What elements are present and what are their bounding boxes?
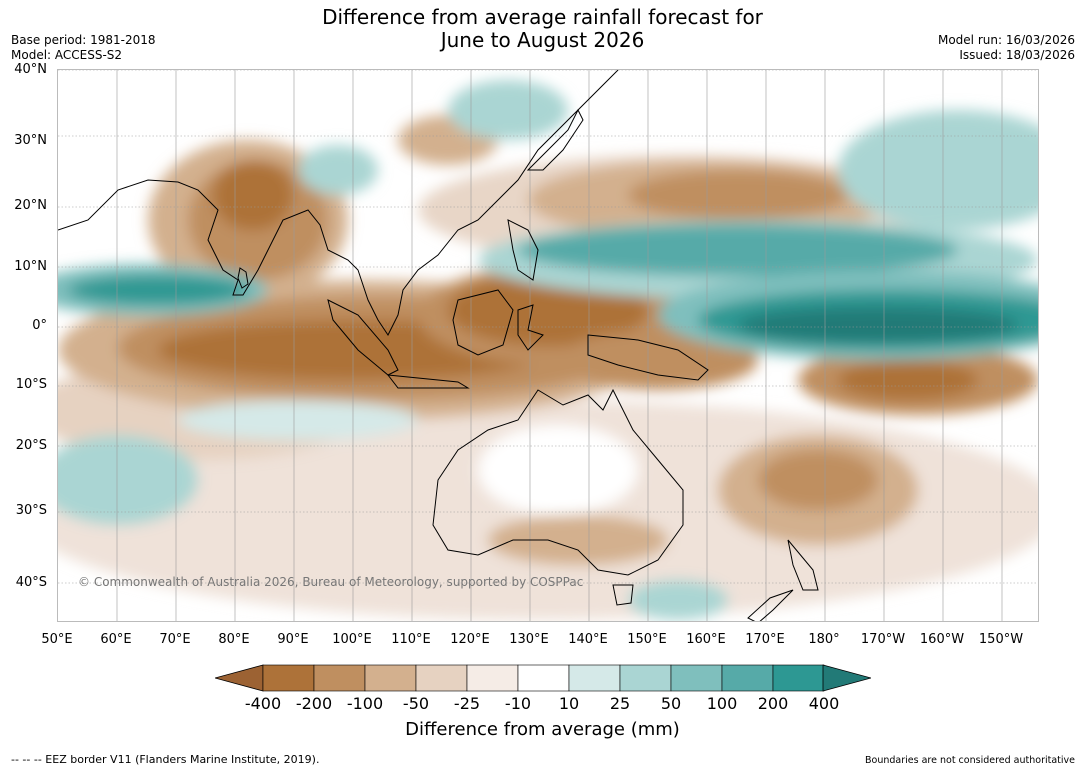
colorbar-cell: [721, 664, 774, 692]
lon-label-180: 180°: [808, 632, 840, 647]
graticule: [58, 70, 1038, 584]
map-canvas: © Commonwealth of Australia 2026, Bureau…: [58, 70, 1038, 621]
colorbar-cell: [466, 664, 519, 692]
rainfall-anomaly-shading: [58, 80, 1038, 620]
lon-label-170e: 170°E: [745, 632, 785, 647]
rainfall-anomaly-map: © Commonwealth of Australia 2026, Bureau…: [57, 69, 1039, 622]
lat-label-10s: 10°S: [15, 377, 47, 392]
lon-label-160w: 160°W: [919, 632, 965, 647]
colorbar-label: 200: [757, 694, 789, 713]
colorbar-cell: [415, 664, 468, 692]
colorbar-cell: [619, 664, 672, 692]
coastlines: [58, 70, 819, 621]
base-period-text: Base period: 1981-2018: [11, 33, 156, 47]
colorbar-label: -50: [402, 694, 430, 713]
eez-legend-text: -- -- -- EEZ border V11 (Flanders Marine…: [11, 753, 320, 766]
boundaries-disclaimer: Boundaries are not considered authoritat…: [865, 755, 1075, 766]
colorbar-cell: [262, 664, 315, 692]
colorbar-label: 10: [558, 694, 580, 713]
lon-label-110e: 110°E: [391, 632, 431, 647]
lat-label-10n: 10°N: [14, 259, 47, 274]
lon-label-100e: 100°E: [332, 632, 372, 647]
lon-label-150e: 150°E: [627, 632, 667, 647]
copyright-text: © Commonwealth of Australia 2026, Bureau…: [78, 575, 583, 589]
lat-label-30n: 30°N: [14, 133, 47, 148]
lat-label-40n: 40°N: [14, 62, 47, 77]
colorbar-cells: [262, 664, 825, 692]
colorbar: [215, 664, 871, 692]
colorbar-cell: [772, 664, 825, 692]
colorbar-cell: [517, 664, 570, 692]
colorbar-label: -25: [453, 694, 481, 713]
lon-label-60e: 60°E: [100, 632, 132, 647]
map-title-line1: Difference from average rainfall forecas…: [322, 5, 763, 29]
colorbar-label: 400: [808, 694, 840, 713]
lon-label-120e: 120°E: [450, 632, 490, 647]
lat-label-20s: 20°S: [15, 438, 47, 453]
lon-label-50e: 50°E: [41, 632, 73, 647]
lat-label-40s: 40°S: [15, 575, 47, 590]
lat-label-30s: 30°S: [15, 503, 47, 518]
lon-label-150w: 150°W: [978, 632, 1024, 647]
colorbar-extend-low: [215, 664, 264, 692]
lat-label-0: 0°: [32, 318, 47, 333]
colorbar-label: -400: [244, 694, 282, 713]
map-title-line2: June to August 2026: [440, 28, 645, 52]
lon-label-70e: 70°E: [159, 632, 191, 647]
colorbar-label: -10: [504, 694, 532, 713]
lat-label-20n: 20°N: [14, 198, 47, 213]
model-text: Model: ACCESS-S2: [11, 48, 123, 62]
meridians: [116, 70, 1003, 621]
colorbar-cell: [670, 664, 723, 692]
issued-text: Issued: 18/03/2026: [959, 48, 1075, 62]
lon-label-90e: 90°E: [277, 632, 309, 647]
colorbar-label: 100: [706, 694, 738, 713]
colorbar-cell: [313, 664, 366, 692]
colorbar-label: -200: [295, 694, 333, 713]
colorbar-cell: [364, 664, 417, 692]
lon-label-170w: 170°W: [860, 632, 906, 647]
model-run-text: Model run: 16/03/2026: [937, 33, 1075, 47]
lon-label-140e: 140°E: [568, 632, 608, 647]
colorbar-title: Difference from average (mm): [405, 719, 680, 740]
colorbar-label: 50: [660, 694, 682, 713]
lon-label-130e: 130°E: [509, 632, 549, 647]
lon-label-160e: 160°E: [686, 632, 726, 647]
colorbar-label: 25: [609, 694, 631, 713]
colorbar-label: -100: [346, 694, 384, 713]
colorbar-cell: [568, 664, 621, 692]
colorbar-extend-high: [822, 664, 871, 692]
lon-label-80e: 80°E: [218, 632, 250, 647]
